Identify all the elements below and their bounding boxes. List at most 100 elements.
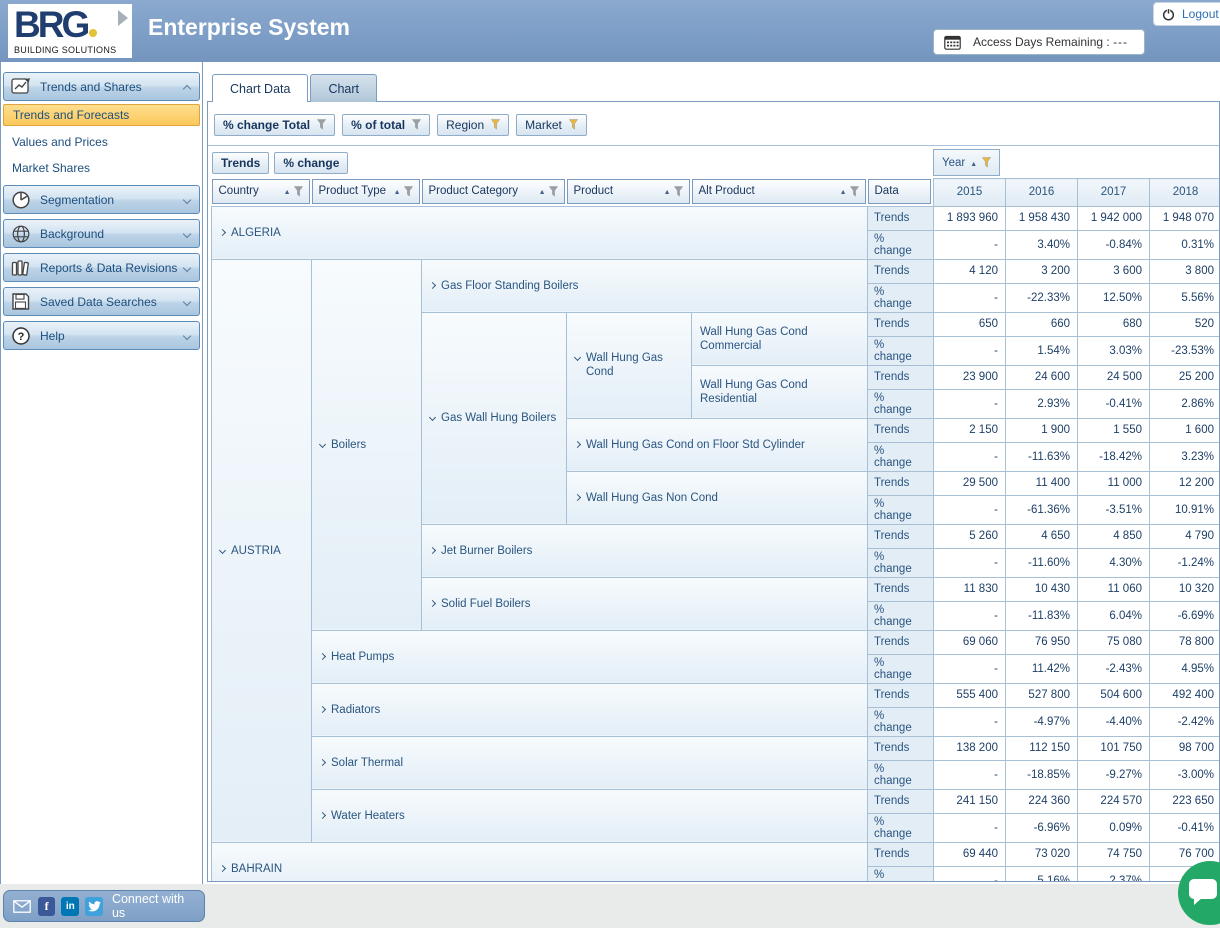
sidebar-section-segmentation[interactable]: Segmentation <box>3 185 200 214</box>
filter-funnel-icon <box>569 119 578 130</box>
trends-value-cell: 680 <box>1078 312 1150 336</box>
hierarchy-cell-gas-wall-hung-boilers[interactable]: Gas Wall Hung Boilers <box>422 312 567 524</box>
pie-chart-icon <box>11 190 37 210</box>
hierarchy-cell-boilers[interactable]: Boilers <box>312 259 422 630</box>
filter-button-region[interactable]: Region <box>437 114 509 136</box>
trends-value-cell: 98 700 <box>1150 736 1220 760</box>
pct-change-value-cell: 0.09% <box>1078 813 1150 842</box>
hierarchy-cell-radiators[interactable]: Radiators <box>312 683 868 736</box>
pct-change-value-cell: -2.43% <box>1078 654 1150 683</box>
trends-value-cell: 10 430 <box>1006 577 1078 601</box>
trends-value-cell: 3 800 <box>1150 259 1220 283</box>
hierarchy-cell-algeria[interactable]: ALGERIA <box>212 206 868 259</box>
column-header-data[interactable]: Data <box>868 179 932 204</box>
data-measure-label-trends: Trends <box>868 206 934 230</box>
hierarchy-cell-gas-floor-standing-boilers[interactable]: Gas Floor Standing Boilers <box>422 259 868 312</box>
sidebar-section-reports-data-revisions[interactable]: Reports & Data Revisions <box>3 253 200 282</box>
hierarchy-cell-solar-thermal[interactable]: Solar Thermal <box>312 736 868 789</box>
hierarchy-cell-wall-hung-gas-cond-on-floor-std-cylinder[interactable]: Wall Hung Gas Cond on Floor Std Cylinder <box>567 418 868 471</box>
column-header-alt-product[interactable]: Alt Product <box>692 179 866 204</box>
brg-logo[interactable]: BRG BUILDING SOLUTIONS <box>8 4 132 58</box>
main-content: % change Total % of total Region Market Tre… <box>207 101 1220 882</box>
hierarchy-cell-bahrain[interactable]: BAHRAIN <box>212 842 868 882</box>
sidebar-section-trends-and-shares[interactable]: Trends and Shares <box>3 72 200 101</box>
column-header-product-category[interactable]: Product Category <box>422 179 565 204</box>
column-header-product[interactable]: Product <box>567 179 690 204</box>
trends-value-cell: 76 950 <box>1006 630 1078 654</box>
reports-icon <box>11 258 37 278</box>
sidebar-section-help[interactable]: ?Help <box>3 321 200 350</box>
sort-asc-icon <box>394 185 401 197</box>
chevron-right-icon <box>219 228 226 235</box>
trends-value-cell: 241 150 <box>934 789 1006 813</box>
tab-chart[interactable]: Chart <box>310 74 377 102</box>
logo-text: BRG <box>14 4 87 45</box>
chevron-right-icon <box>429 281 436 288</box>
connect-with-us-button[interactable]: f in Connect with us <box>3 890 205 922</box>
hierarchy-cell-austria[interactable]: AUSTRIA <box>212 259 312 842</box>
tab-chart-data[interactable]: Chart Data <box>212 74 308 102</box>
data-measure-label-pct-change: % change <box>868 813 934 842</box>
sidebar-section-background[interactable]: Background <box>3 219 200 248</box>
column-header-country[interactable]: Country <box>212 179 310 204</box>
chevron-right-icon <box>319 758 326 765</box>
email-icon[interactable] <box>13 897 32 916</box>
pct-change-value-cell: -22.33% <box>1006 283 1078 312</box>
chevron-down-icon <box>574 354 581 361</box>
logout-button[interactable]: Logout <box>1153 2 1220 26</box>
year-header-2017: 2017 <box>1078 179 1150 207</box>
pct-change-value-cell: -3.00% <box>1150 760 1220 789</box>
facebook-icon[interactable]: f <box>38 897 56 916</box>
data-measure-label-pct-change: % change <box>868 230 934 259</box>
chevron-right-icon <box>219 864 226 871</box>
pct-change-value-cell: - <box>934 548 1006 577</box>
trends-value-cell: 4 120 <box>934 259 1006 283</box>
trends-value-cell: 10 320 <box>1150 577 1220 601</box>
trends-value-cell: 5 260 <box>934 524 1006 548</box>
pct-change-value-cell: 0.31% <box>1150 230 1220 259</box>
calendar-icon <box>944 35 961 50</box>
pct-change-value-cell: -9.27% <box>1078 760 1150 789</box>
data-measure-label-pct-change: % change <box>868 707 934 736</box>
filter-bar: % change Total % of total Region Market <box>208 102 1219 146</box>
sidebar-item-market-shares[interactable]: Market Shares <box>3 155 200 181</box>
data-measure-label-trends: Trends <box>868 736 934 760</box>
chevron-down-icon <box>219 546 226 553</box>
trends-value-cell: 73 020 <box>1006 842 1078 866</box>
trends-value-cell: 555 400 <box>934 683 1006 707</box>
filter-button-of-total[interactable]: % of total <box>342 114 430 136</box>
trends-value-cell: 25 200 <box>1150 365 1220 389</box>
chevron-right-icon <box>319 705 326 712</box>
pct-change-value-cell: 4.95% <box>1150 654 1220 683</box>
data-measure-label-trends: Trends <box>868 365 934 389</box>
trends-value-cell: 1 942 000 <box>1078 206 1150 230</box>
hierarchy-cell-water-heaters[interactable]: Water Heaters <box>312 789 868 842</box>
hierarchy-cell-heat-pumps[interactable]: Heat Pumps <box>312 630 868 683</box>
pct-change-value-cell: 12.50% <box>1078 283 1150 312</box>
column-header-product-type[interactable]: Product Type <box>312 179 420 204</box>
chevron-right-icon <box>319 811 326 818</box>
chevron-down-icon <box>183 297 191 305</box>
measure-button-trends[interactable]: Trends <box>212 152 269 174</box>
hierarchy-cell-wall-hung-gas-non-cond[interactable]: Wall Hung Gas Non Cond <box>567 471 868 524</box>
sidebar-item-values-and-prices[interactable]: Values and Prices <box>3 129 200 155</box>
hierarchy-cell-solid-fuel-boilers[interactable]: Solid Fuel Boilers <box>422 577 868 630</box>
hierarchy-cell-jet-burner-boilers[interactable]: Jet Burner Boilers <box>422 524 868 577</box>
sidebar-section-saved-data-searches[interactable]: Saved Data Searches <box>3 287 200 316</box>
pct-change-value-cell: -11.60% <box>1006 548 1078 577</box>
filter-button-change-total[interactable]: % change Total <box>214 114 335 136</box>
year-button-label: Year <box>942 157 965 169</box>
filter-button-market[interactable]: Market <box>516 114 587 136</box>
pct-change-value-cell: - <box>934 654 1006 683</box>
linkedin-icon[interactable]: in <box>61 897 79 916</box>
trends-value-cell: 75 080 <box>1078 630 1150 654</box>
pct-change-value-cell: -6.96% <box>1006 813 1078 842</box>
hierarchy-cell-wall-hung-gas-cond[interactable]: Wall Hung Gas Cond <box>567 312 692 418</box>
pct-change-value-cell: - <box>934 813 1006 842</box>
twitter-icon[interactable] <box>85 897 103 916</box>
sidebar-item-trends-and-forecasts[interactable]: Trends and Forecasts <box>3 104 200 126</box>
trends-value-cell: 69 440 <box>934 842 1006 866</box>
measure-button-change[interactable]: % change <box>274 152 348 174</box>
save-icon <box>11 292 37 311</box>
year-column-button[interactable]: Year <box>933 149 1000 176</box>
